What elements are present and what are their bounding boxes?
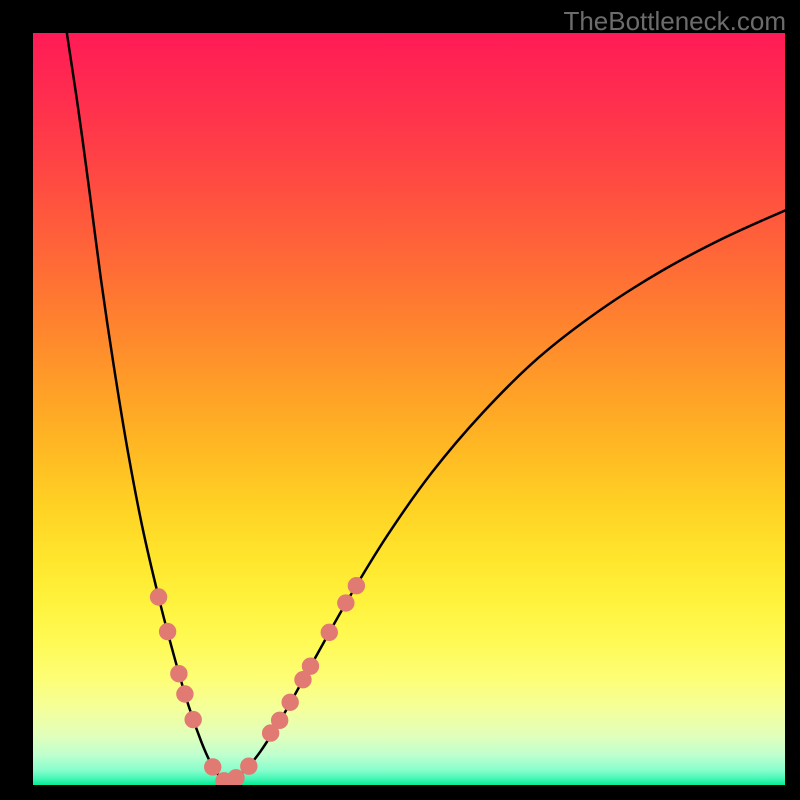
- data-marker: [205, 759, 221, 775]
- plot-area: [33, 33, 785, 785]
- data-marker: [185, 711, 201, 727]
- data-marker: [241, 758, 257, 774]
- data-marker: [271, 712, 287, 728]
- data-marker: [348, 578, 364, 594]
- gradient-background: [33, 33, 785, 785]
- data-marker: [302, 658, 318, 674]
- chart-container: TheBottleneck.com: [0, 0, 800, 800]
- bottleneck-curve-chart: [33, 33, 785, 785]
- data-marker: [321, 624, 337, 640]
- data-marker: [338, 595, 354, 611]
- data-marker: [228, 770, 244, 785]
- data-marker: [282, 694, 298, 710]
- watermark-text: TheBottleneck.com: [563, 6, 786, 37]
- data-marker: [171, 666, 187, 682]
- data-marker: [150, 589, 166, 605]
- data-marker: [159, 623, 175, 639]
- data-marker: [177, 686, 193, 702]
